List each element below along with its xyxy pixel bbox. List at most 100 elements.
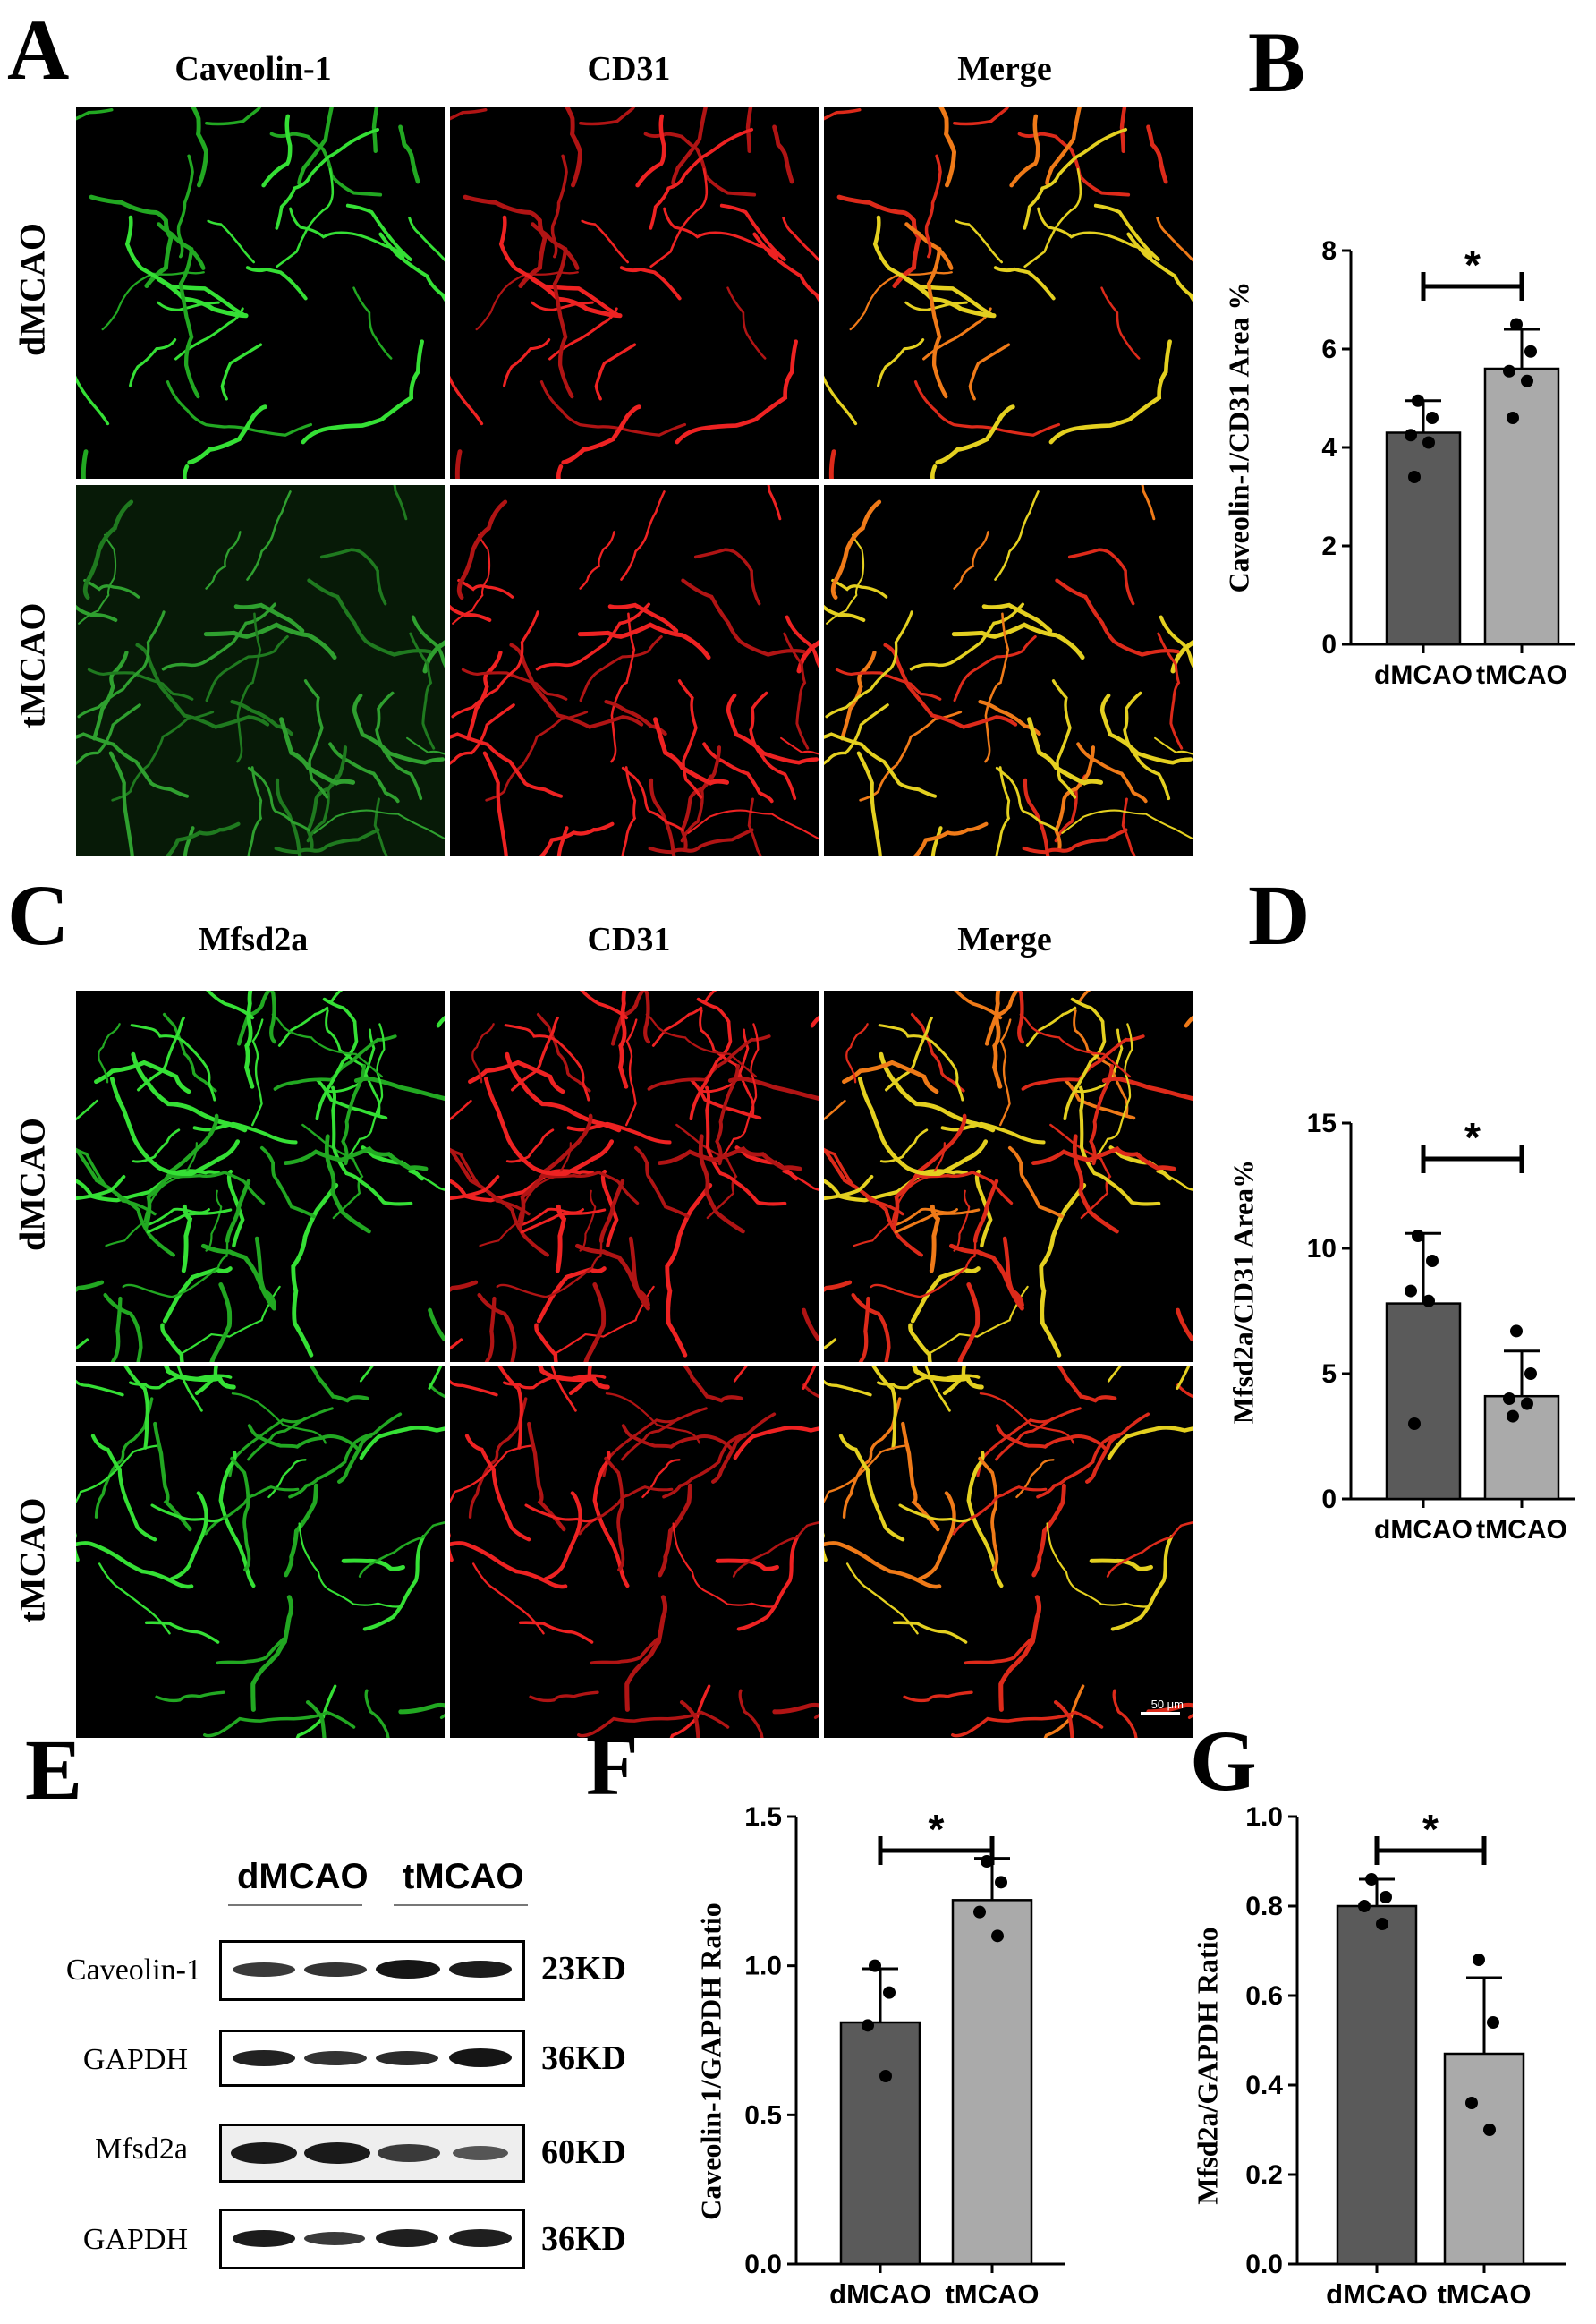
micrograph-c-mfsd2a-dmcao xyxy=(76,991,445,1362)
vessel xyxy=(910,1266,981,1324)
scale-bar xyxy=(1141,1712,1180,1715)
vessel xyxy=(658,1146,802,1171)
vessel xyxy=(109,1076,241,1177)
vessel xyxy=(926,246,948,399)
vessel xyxy=(579,107,636,126)
vessel xyxy=(892,1621,968,1644)
vessel xyxy=(1187,1713,1193,1719)
vessel xyxy=(1146,124,1168,184)
vessel xyxy=(164,1366,236,1390)
panel-label-g: G xyxy=(1190,1713,1257,1809)
vessel xyxy=(1019,1013,1131,1078)
vessel xyxy=(633,1145,690,1219)
chart-g-ylabel: Mfsd2a/GAPDH Ratio xyxy=(1191,1927,1224,2205)
band xyxy=(304,2142,370,2164)
data-point xyxy=(1405,1284,1417,1298)
vessel xyxy=(910,1012,965,1093)
vessel xyxy=(76,1541,194,1589)
vessel xyxy=(1061,809,1193,840)
vessel xyxy=(450,1541,568,1589)
vessel xyxy=(979,1392,1075,1444)
vessel xyxy=(972,1179,999,1244)
vessel xyxy=(1089,1558,1153,1571)
vessel xyxy=(1157,632,1184,750)
vessel xyxy=(998,1595,1042,1712)
vessel xyxy=(647,1034,771,1091)
vessel xyxy=(87,668,194,701)
vessel xyxy=(482,751,508,856)
y-tick-label: 0.4 xyxy=(1245,2071,1283,2100)
micrograph-c-merge-tmcao: 50 μm xyxy=(824,1366,1193,1738)
vessel xyxy=(468,1060,565,1094)
data-point xyxy=(1408,1417,1421,1430)
vessel xyxy=(733,1366,748,1383)
vessel xyxy=(524,1503,597,1523)
vessel xyxy=(1063,997,1107,1121)
vessel xyxy=(824,604,866,622)
vessel xyxy=(247,1417,308,1461)
data-point xyxy=(1380,1891,1392,1903)
vessel xyxy=(316,1078,388,1120)
vessel xyxy=(450,1532,454,1562)
band xyxy=(378,2144,440,2162)
vessel xyxy=(802,1366,817,1390)
panel-a-col-title-3: Merge xyxy=(957,50,1052,88)
vessel xyxy=(913,380,1061,437)
vessel xyxy=(450,375,484,426)
vessel xyxy=(942,1366,966,1396)
vessel xyxy=(621,1417,682,1461)
vessel xyxy=(649,167,709,268)
panel-a-row-title-1: dMCAO xyxy=(12,223,53,356)
vessel xyxy=(802,1307,819,1342)
vessel xyxy=(76,107,114,121)
panel-label-b: B xyxy=(1248,14,1306,110)
vessel xyxy=(658,1483,692,1578)
vessel xyxy=(1100,286,1141,360)
significance-star: * xyxy=(1422,1806,1439,1852)
vessel xyxy=(536,1266,607,1324)
vessel xyxy=(1057,1366,1117,1403)
vessel xyxy=(81,449,89,479)
vessel xyxy=(496,1239,603,1298)
vessel xyxy=(409,632,436,750)
vessel xyxy=(245,266,308,301)
micrograph-a-caveolin-tmcao xyxy=(76,485,445,856)
significance-star: * xyxy=(929,1806,945,1852)
scale-bar-label: 50 μm xyxy=(1150,1698,1184,1711)
vessel xyxy=(330,991,344,1003)
band xyxy=(304,1962,367,1977)
vessel xyxy=(94,1060,191,1094)
vessel xyxy=(1119,107,1127,153)
vessel xyxy=(810,1015,819,1028)
panel-c-row-title-2: tMCAO xyxy=(12,1497,53,1623)
vessel xyxy=(824,375,858,426)
vessel xyxy=(579,531,615,590)
band xyxy=(233,2050,295,2066)
vessel xyxy=(830,499,882,600)
vessel xyxy=(359,1366,374,1383)
vessel xyxy=(677,679,703,799)
vessel xyxy=(1009,114,1040,188)
vessel xyxy=(556,826,569,856)
data-point xyxy=(1524,345,1537,358)
vessel xyxy=(594,343,637,401)
vessel xyxy=(698,1134,745,1234)
vessel xyxy=(464,1434,531,1542)
vessel xyxy=(556,464,564,479)
vessel xyxy=(162,1012,217,1093)
vessel xyxy=(76,1280,105,1292)
chart-f: 0.0 0.5 1.0 1.5 dMCAO tMCAO * xyxy=(744,1802,1065,2310)
vessel xyxy=(301,339,424,445)
data-point xyxy=(1524,1367,1537,1380)
y-tick-label: 0 xyxy=(1321,1485,1337,1514)
vessel xyxy=(450,1174,500,1201)
band xyxy=(449,1961,512,1978)
micrograph-a-caveolin-dmcao xyxy=(76,107,445,479)
vessel xyxy=(953,531,989,590)
vessel xyxy=(912,1366,984,1390)
vessel xyxy=(517,1113,593,1230)
vessel xyxy=(1154,736,1193,755)
x-tick-label: tMCAO xyxy=(1476,1515,1567,1545)
bar-tmcao xyxy=(951,1899,1033,2266)
vessel xyxy=(362,1534,426,1631)
